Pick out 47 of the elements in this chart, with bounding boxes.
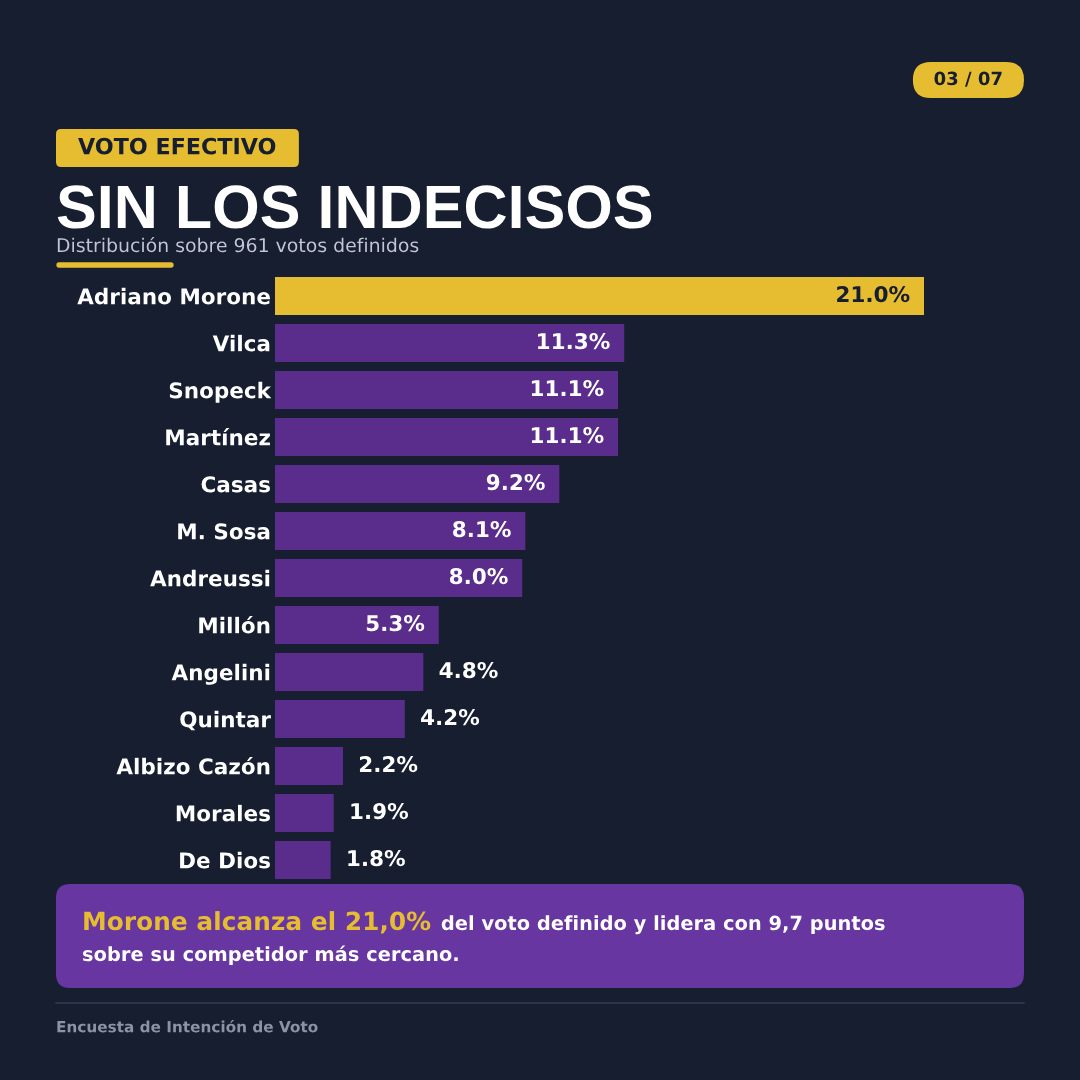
y-tick-label: Angelini [171, 663, 270, 685]
data-label: 11.1% [531, 379, 604, 397]
y-tick-label: Vilca [212, 334, 270, 352]
y-tick-label: Adriano Morone [77, 287, 270, 305]
y-tick-label: M. Sosa [178, 523, 270, 540]
bar [275, 370, 619, 410]
data-label: 11.3% [538, 332, 610, 350]
bar [275, 652, 424, 692]
y-tick-label: Morales [176, 804, 270, 822]
data-label: 8.0% [449, 567, 508, 585]
text: del voto definido y lidera con 9,7 puntos [441, 915, 885, 935]
y-tick-label: Albizo Cazón [116, 756, 270, 775]
data-label: 4.2% [421, 708, 480, 726]
y-tick-label: De Dios [180, 851, 270, 869]
text: sobre su competidor más cercano. [83, 945, 458, 966]
bar [275, 840, 331, 880]
text: 03 / 07 [934, 71, 1002, 87]
data-label: 8.1% [453, 520, 511, 538]
y-tick-label: Casas [201, 476, 270, 493]
bar [275, 417, 619, 457]
bar [275, 605, 439, 645]
bar [275, 511, 526, 551]
bar [275, 793, 334, 833]
data-label: 5.3% [366, 614, 425, 632]
data-label: 1.9% [351, 802, 409, 820]
data-label: 9.2% [486, 473, 545, 491]
chart-title: SIN LOS INDECISOS [57, 185, 652, 229]
text: Morone alcanza el 21,0% [84, 911, 431, 934]
y-tick-label: Andreussi [150, 569, 270, 587]
data-label: 4.8% [439, 661, 498, 679]
chart-subtitle: Distribución sobre 961 votos definidos [57, 236, 419, 253]
y-tick-label: Martínez [166, 427, 270, 446]
bar [275, 558, 523, 598]
bar [275, 276, 924, 316]
text: VOTO EFECTIVO [78, 137, 276, 155]
text: Encuesta de Intención de Voto [57, 1020, 318, 1033]
data-label: 11.1% [531, 426, 604, 444]
y-tick-label: Millón [199, 615, 270, 634]
data-label: 2.2% [359, 755, 418, 773]
bar [275, 323, 625, 363]
data-label: 1.8% [348, 849, 405, 867]
bar [275, 464, 560, 504]
bar [275, 746, 343, 786]
y-tick-label: Snopeck [169, 381, 272, 403]
bar [275, 699, 405, 739]
y-tick-label: Quintar [180, 710, 271, 731]
data-label: 21.0% [837, 285, 910, 303]
